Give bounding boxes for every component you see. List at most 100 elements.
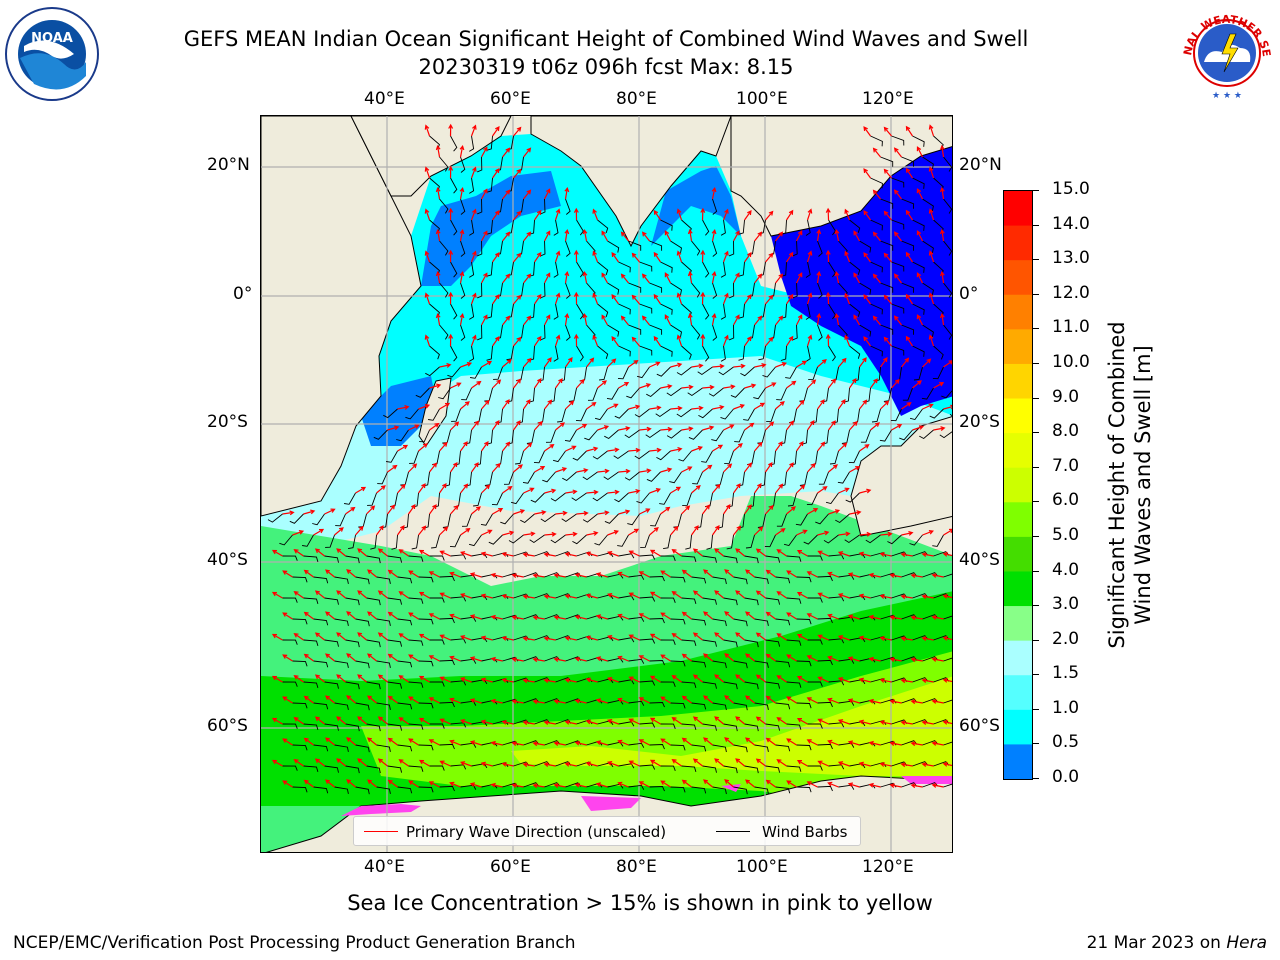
wind-barb xyxy=(712,702,727,711)
wave-arrow xyxy=(450,504,459,515)
wave-arrow xyxy=(501,594,514,599)
wave-arrow xyxy=(428,613,440,620)
wave-arrow xyxy=(282,654,293,662)
wind-barb xyxy=(796,576,812,583)
wave-arrow xyxy=(481,399,490,410)
wind-barb xyxy=(460,616,477,622)
wave-arrow xyxy=(607,447,620,453)
wave-arrow xyxy=(293,590,304,599)
wave-arrow xyxy=(554,250,561,263)
wave-arrow xyxy=(879,552,892,557)
wave-arrow xyxy=(786,293,794,305)
wind-barb xyxy=(439,701,455,708)
wave-arrow xyxy=(522,720,535,726)
wave-arrow xyxy=(459,270,465,284)
wind-barb xyxy=(795,513,808,526)
wave-arrow xyxy=(755,674,766,683)
wave-arrow xyxy=(336,548,346,557)
wave-arrow xyxy=(786,570,797,578)
wave-arrow xyxy=(439,402,451,410)
wind-barb xyxy=(429,723,445,729)
wave-arrow xyxy=(408,503,416,515)
wind-barb xyxy=(712,786,727,795)
wind-barb xyxy=(540,240,546,257)
wave-arrow xyxy=(574,740,587,746)
wave-arrow xyxy=(638,655,650,662)
wind-barb xyxy=(670,702,686,709)
wave-arrow xyxy=(511,573,524,578)
wind-barb xyxy=(303,681,319,689)
wind-barb xyxy=(292,576,308,583)
wind-barb xyxy=(712,198,718,215)
wave-arrow xyxy=(754,441,763,452)
wave-arrow xyxy=(513,294,522,305)
wave-arrow xyxy=(806,655,818,662)
wind-barb xyxy=(912,719,929,725)
wind-barb xyxy=(691,702,707,710)
wind-barb xyxy=(901,782,918,788)
wind-barb xyxy=(730,387,745,398)
wind-barb xyxy=(901,156,915,167)
wind-barb xyxy=(922,740,939,746)
wind-barb xyxy=(282,555,298,561)
wave-arrow xyxy=(355,525,364,536)
wave-arrow xyxy=(889,657,902,662)
wave-arrow xyxy=(692,758,703,767)
wind-barb xyxy=(550,534,566,544)
wave-arrow xyxy=(597,468,610,474)
wave-arrow xyxy=(313,528,325,536)
wave-arrow xyxy=(711,186,717,200)
india-land xyxy=(530,116,732,248)
wave-arrow xyxy=(553,741,566,746)
wave-arrow xyxy=(889,573,902,578)
wind-barb xyxy=(775,576,791,584)
wave-arrow xyxy=(883,126,892,137)
wave-arrow xyxy=(398,675,409,683)
wind-barb xyxy=(439,659,455,666)
wind-barb xyxy=(345,597,360,606)
wave-arrow xyxy=(905,167,914,179)
colorbar-segment xyxy=(1004,502,1032,538)
wind-barb xyxy=(670,744,686,751)
wind-barb xyxy=(534,551,551,557)
wave-arrow xyxy=(776,549,787,557)
wind-barb xyxy=(775,744,791,752)
wind-barb xyxy=(289,513,304,524)
wave-arrow xyxy=(872,273,881,284)
wave-arrow xyxy=(872,315,881,326)
wind-barb xyxy=(325,534,335,548)
wind-barb xyxy=(712,660,727,669)
wave-arrow xyxy=(387,653,398,662)
wind-barb xyxy=(723,597,738,606)
wind-barb xyxy=(879,429,892,442)
wave-arrow xyxy=(765,421,775,431)
wind-barb xyxy=(486,345,493,361)
wind-barb xyxy=(744,597,759,606)
wave-arrow xyxy=(676,334,683,347)
wind-barb xyxy=(697,366,713,376)
wind-barb xyxy=(370,534,377,550)
wind-barb xyxy=(733,702,748,711)
wave-arrow xyxy=(325,737,335,746)
wave-arrow xyxy=(660,467,673,473)
wind-barb xyxy=(582,513,598,523)
wind-barb xyxy=(649,324,663,335)
wave-arrow xyxy=(492,209,500,221)
colorbar-segment xyxy=(1004,329,1032,365)
wave-arrow xyxy=(511,741,524,746)
wind-barb xyxy=(391,534,398,550)
wave-arrow xyxy=(775,273,784,284)
wave-arrow xyxy=(825,291,831,305)
wind-barb xyxy=(418,786,434,793)
wave-arrow xyxy=(471,380,482,389)
wave-arrow xyxy=(408,463,418,473)
wind-barb xyxy=(796,786,812,793)
wave-arrow xyxy=(744,383,757,389)
wave-arrow xyxy=(765,695,776,704)
wave-arrow xyxy=(492,335,500,347)
wave-arrow xyxy=(424,166,431,179)
wave-arrow xyxy=(492,462,501,473)
wave-arrow xyxy=(428,655,440,662)
wave-arrow xyxy=(355,486,367,494)
wave-arrow xyxy=(418,717,430,725)
